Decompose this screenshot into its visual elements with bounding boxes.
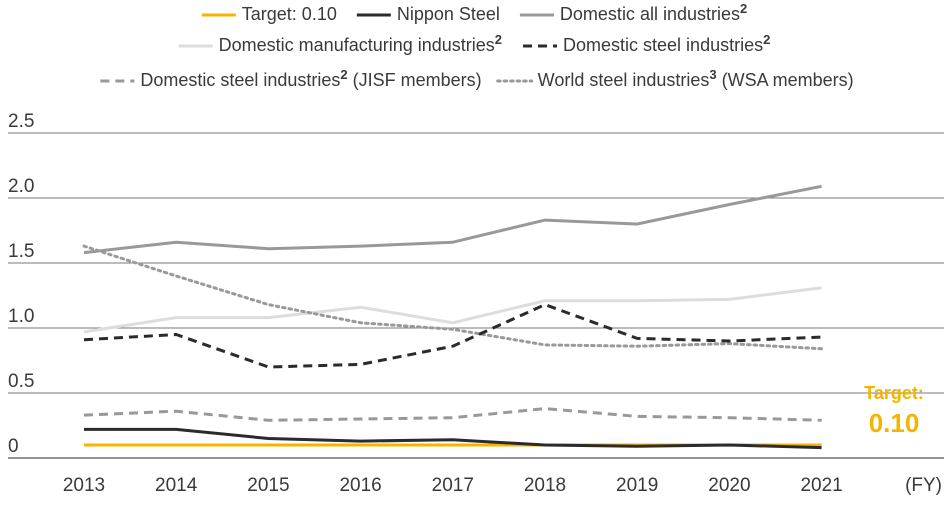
legend-item-3: Domestic all industries2 — [519, 1, 747, 24]
legend-item-5: Domestic steel industries2 — [523, 32, 770, 55]
target-annotation-value: 0.10 — [869, 408, 920, 438]
y-tick-label: 1.0 — [8, 306, 34, 327]
legend-label: Nippon Steel — [397, 4, 500, 24]
legend-label: Domestic all industries2 — [560, 1, 747, 24]
legend-item-6: Domestic steel industries2 (JISF members… — [100, 67, 482, 90]
gridlines — [8, 132, 944, 459]
legend-item-4: Domestic manufacturing industries2 — [178, 32, 502, 55]
legend-item-7: World steel industries3 (WSA members) — [496, 67, 854, 90]
legend-label: Target: 0.10 — [242, 4, 337, 24]
series-lines — [82, 184, 824, 450]
series-line-7 — [82, 244, 824, 351]
legend-item-1: Target: 0.10 — [201, 4, 337, 24]
x-axis-label: (FY) — [905, 475, 942, 496]
x-tick-label: 2015 — [247, 475, 289, 496]
x-tick-label: 2016 — [339, 475, 381, 496]
legend-label: World steel industries3 (WSA members) — [538, 67, 854, 90]
x-axis: 2013 2014 2015 2016 2017 2018 2019 2020 2021 (FY) — [63, 475, 942, 496]
legend-label: Domestic manufacturing industries2 — [219, 32, 502, 55]
legend-item-2: Nippon Steel — [356, 4, 500, 24]
target-annotation-label: Target: — [864, 383, 924, 403]
x-tick-label: 2018 — [524, 475, 566, 496]
y-axis: 0 0.5 1.0 1.5 2.0 2.5 — [8, 111, 34, 457]
series-line-3 — [83, 184, 822, 255]
x-tick-label: 2019 — [616, 475, 658, 496]
y-tick-label: 1.5 — [8, 241, 34, 262]
legend-label: Domestic steel industries2 — [563, 32, 770, 55]
x-tick-label: 2017 — [432, 475, 474, 496]
series-line-6 — [83, 407, 822, 422]
series-line-4 — [83, 286, 822, 334]
y-tick-label: 2.0 — [8, 176, 34, 197]
series-line-5 — [83, 303, 822, 369]
legend: Target: 0.10 Nippon Steel Domestic all ind… — [100, 1, 854, 90]
target-annotation: Target: 0.10 — [864, 383, 924, 438]
y-tick-label: 0 — [8, 436, 19, 457]
x-tick-label: 2013 — [63, 475, 105, 496]
x-tick-label: 2021 — [800, 475, 842, 496]
legend-label: Domestic steel industries2 (JISF members… — [140, 67, 481, 90]
x-tick-label: 2014 — [155, 475, 198, 496]
y-tick-label: 2.5 — [8, 111, 34, 132]
series-line-2 — [84, 427, 822, 450]
x-tick-label: 2020 — [708, 475, 750, 496]
y-tick-label: 0.5 — [8, 371, 34, 392]
